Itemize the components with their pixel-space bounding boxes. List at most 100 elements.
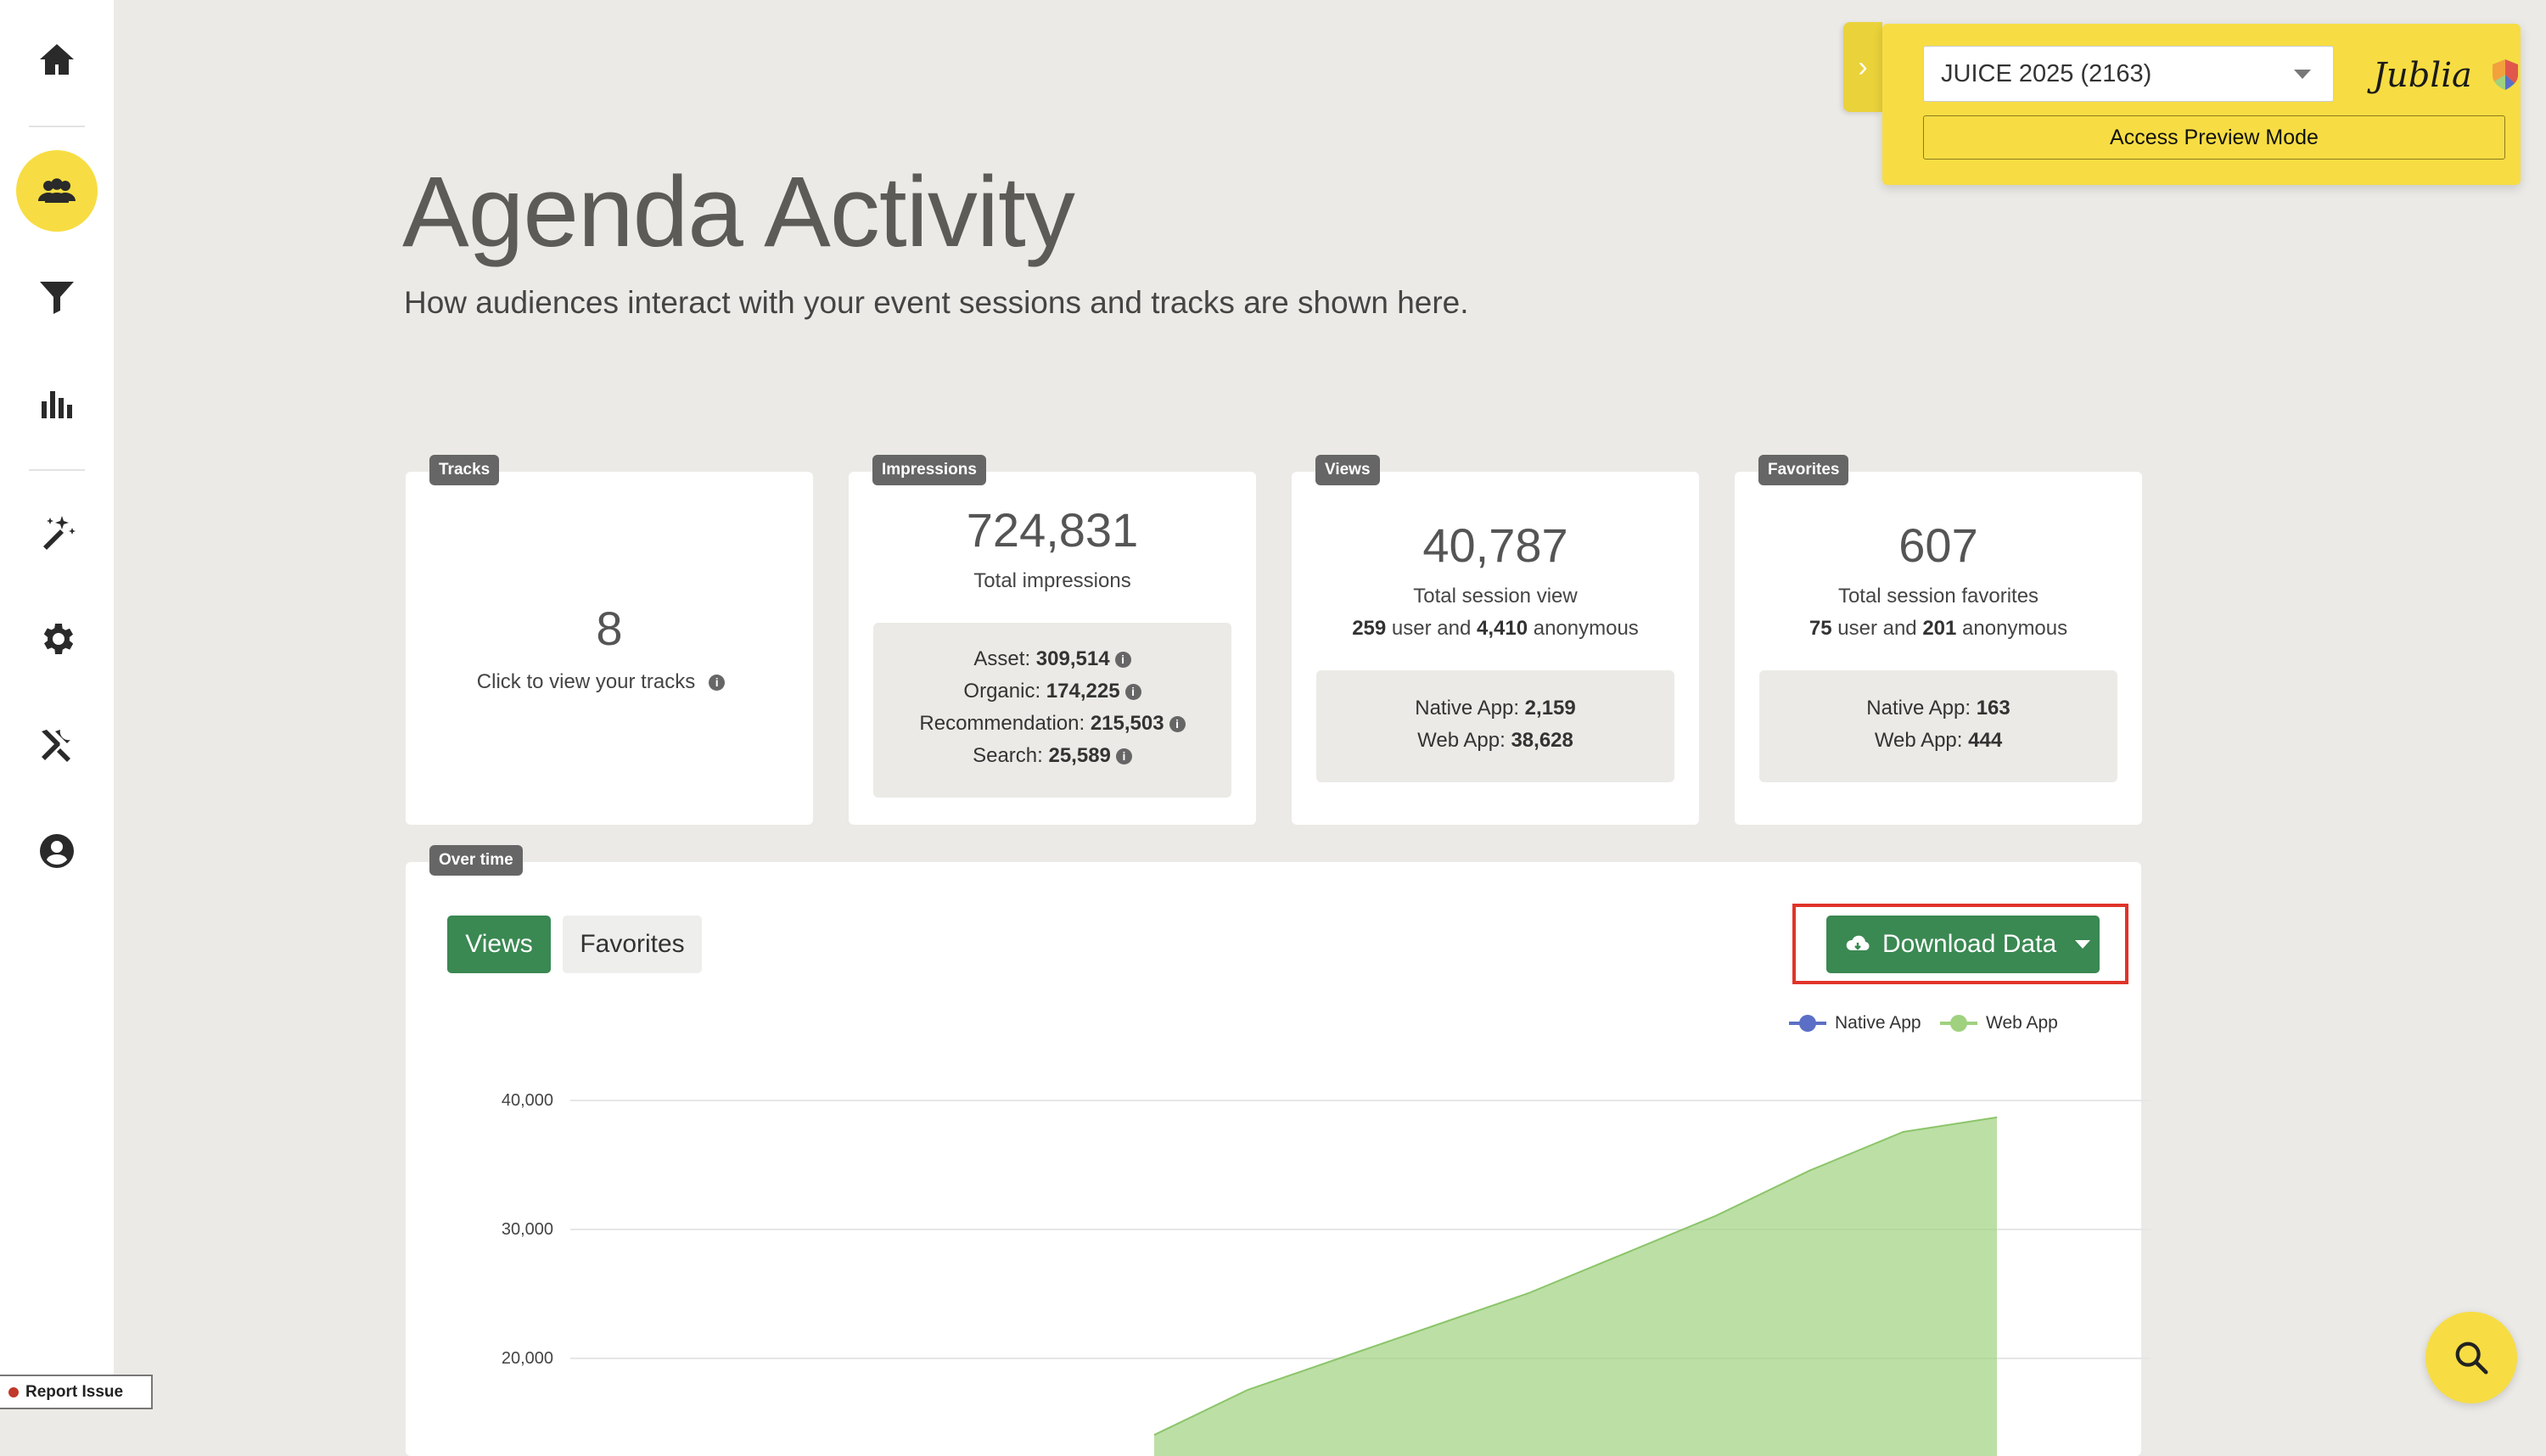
impressions-breakdown: Asset: 309,514 i Organic: 174,225 i Recomm… bbox=[873, 623, 1231, 798]
card-tag: Favorites bbox=[1758, 455, 1849, 485]
favorites-total: 607 bbox=[1898, 518, 1978, 572]
user-text: user and bbox=[1391, 617, 1472, 640]
row-label: Recommendation: bbox=[919, 712, 1085, 735]
card-tag: Tracks bbox=[429, 455, 500, 485]
gear-icon[interactable] bbox=[16, 598, 98, 680]
anonymous-text: anonymous bbox=[1533, 617, 1639, 640]
views-label: Total session view bbox=[1413, 585, 1578, 608]
y-tick-label: 40,000 bbox=[501, 1091, 553, 1110]
home-icon[interactable] bbox=[16, 19, 98, 100]
brand-logo: Jublia bbox=[2373, 56, 2472, 95]
impressions-card: Impressions 724,831 Total impressions As… bbox=[849, 455, 1256, 825]
info-icon[interactable]: i bbox=[1169, 716, 1186, 732]
favorites-label: Total session favorites bbox=[1837, 585, 2039, 608]
views-breakdown: Native App: 2,159 Web App: 38,628 bbox=[1316, 670, 1674, 782]
row-label: Native App: bbox=[1866, 697, 1971, 720]
anonymous-count: 201 bbox=[1922, 617, 1957, 640]
gridline bbox=[570, 1229, 2151, 1230]
breakdown-row: Asset: 309,514 i bbox=[873, 643, 1231, 675]
event-select[interactable]: JUICE 2025 (2163) bbox=[1923, 46, 2334, 102]
breakdown-row: Organic: 174,225 i bbox=[873, 675, 1231, 708]
bar-chart-icon[interactable] bbox=[16, 362, 98, 444]
tracks-link[interactable]: Click to view your tracks i bbox=[397, 670, 805, 694]
row-value: 2,159 bbox=[1524, 697, 1576, 720]
row-value: 25,589 bbox=[1048, 744, 1111, 767]
impressions-total: 724,831 bbox=[966, 503, 1139, 557]
cloud-download-icon bbox=[1846, 935, 1870, 951]
row-value: 174,225 bbox=[1046, 680, 1120, 703]
report-issue-label: Report Issue bbox=[25, 1382, 124, 1401]
breakdown-row: Native App: 2,159 bbox=[1316, 692, 1674, 725]
tracks-card[interactable]: Tracks 8 Click to view your tracks i bbox=[406, 455, 813, 825]
row-label: Native App: bbox=[1415, 697, 1519, 720]
tracks-count: 8 bbox=[596, 602, 623, 655]
tools-icon[interactable] bbox=[16, 704, 98, 786]
sidebar bbox=[0, 0, 114, 1409]
page-subtitle: How audiences interact with your event s… bbox=[404, 285, 1469, 320]
impressions-label: Total impressions bbox=[973, 569, 1131, 592]
access-preview-mode-button[interactable]: Access Preview Mode bbox=[1923, 115, 2505, 160]
bug-icon bbox=[8, 1386, 19, 1397]
card-tag: Impressions bbox=[872, 455, 986, 485]
card-tag: Views bbox=[1315, 455, 1380, 485]
web-app-area bbox=[1154, 1117, 1997, 1456]
magic-wand-icon[interactable] bbox=[16, 492, 98, 574]
anonymous-text: anonymous bbox=[1962, 617, 2068, 640]
views-area-chart bbox=[1153, 1116, 1998, 1456]
row-label: Asset: bbox=[973, 647, 1031, 670]
users-count: 75 bbox=[1809, 617, 1832, 640]
gridline bbox=[570, 1100, 2151, 1101]
row-value: 38,628 bbox=[1511, 729, 1573, 752]
row-label: Web App: bbox=[1874, 729, 1963, 752]
breakdown-row: Search: 25,589 i bbox=[873, 740, 1231, 772]
search-button[interactable] bbox=[2425, 1312, 2517, 1403]
favorites-card: Favorites 607 Total session favorites 75… bbox=[1735, 455, 2142, 825]
users-count: 259 bbox=[1352, 617, 1387, 640]
web-app-line bbox=[1153, 1116, 1998, 1436]
tab-views[interactable]: Views bbox=[447, 916, 551, 973]
widget-collapse-toggle[interactable]: › bbox=[1843, 22, 1882, 112]
legend-swatch bbox=[1789, 1015, 1826, 1032]
info-icon[interactable]: i bbox=[1124, 684, 1141, 700]
event-widget: JUICE 2025 (2163) Jublia Access Preview … bbox=[1882, 24, 2521, 185]
legend-web-app[interactable]: Web App bbox=[1940, 1013, 2058, 1033]
anonymous-count: 4,410 bbox=[1476, 617, 1528, 640]
y-tick-label: 20,000 bbox=[501, 1349, 553, 1368]
breakdown-row: Recommendation: 215,503 i bbox=[873, 708, 1231, 740]
views-total: 40,787 bbox=[1422, 518, 1568, 572]
row-label: Organic: bbox=[963, 680, 1041, 703]
row-label: Search: bbox=[973, 744, 1043, 767]
legend-native-app[interactable]: Native App bbox=[1789, 1013, 1921, 1033]
download-data-label: Download Data bbox=[1882, 930, 2057, 958]
tracks-link-label: Click to view your tracks bbox=[476, 670, 696, 693]
info-icon[interactable]: i bbox=[1115, 748, 1132, 764]
report-issue-button[interactable]: Report Issue bbox=[0, 1375, 153, 1409]
chevron-down-icon bbox=[2294, 70, 2311, 79]
event-select-value: JUICE 2025 (2163) bbox=[1941, 59, 2152, 87]
user-text: user and bbox=[1837, 617, 1917, 640]
users-icon[interactable] bbox=[16, 150, 98, 232]
nav-divider bbox=[29, 126, 85, 127]
row-value: 215,503 bbox=[1090, 712, 1164, 735]
download-data-button[interactable]: Download Data bbox=[1826, 916, 2100, 973]
user-icon[interactable] bbox=[16, 810, 98, 892]
legend-swatch bbox=[1940, 1015, 1977, 1032]
row-value: 163 bbox=[1976, 697, 2010, 720]
breakdown-row: Native App: 163 bbox=[1759, 692, 2117, 725]
row-label: Web App: bbox=[1417, 729, 1506, 752]
tab-favorites[interactable]: Favorites bbox=[563, 916, 702, 973]
brand-shield-icon bbox=[2493, 59, 2518, 90]
row-value: 444 bbox=[1968, 729, 2003, 752]
y-tick-label: 30,000 bbox=[501, 1220, 553, 1239]
legend-label: Native App bbox=[1835, 1013, 1921, 1033]
search-icon bbox=[2455, 1341, 2488, 1375]
info-icon[interactable]: i bbox=[1114, 652, 1131, 668]
card-tag: Over time bbox=[429, 845, 523, 876]
row-value: 309,514 bbox=[1035, 647, 1110, 670]
page-title: Agenda Activity bbox=[402, 156, 1075, 268]
views-user-split: 259 user and 4,410 anonymous bbox=[1292, 617, 1699, 641]
filter-icon[interactable] bbox=[16, 256, 98, 338]
breakdown-row: Web App: 444 bbox=[1759, 725, 2117, 757]
info-icon[interactable]: i bbox=[709, 675, 726, 691]
highlight-box bbox=[1792, 904, 2128, 984]
